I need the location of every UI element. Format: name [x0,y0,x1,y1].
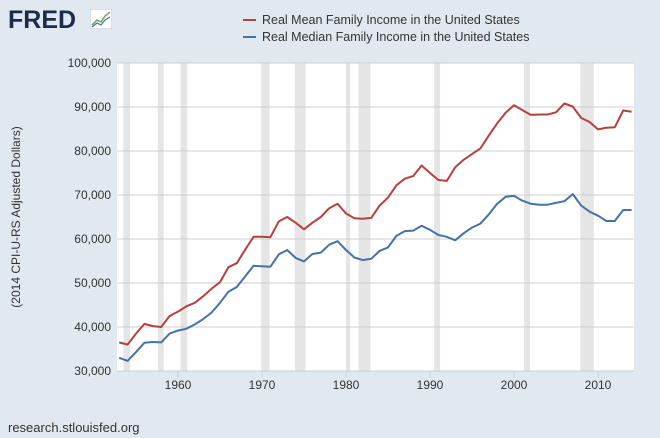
series-line-mean [118,102,632,346]
y-tick-label: 90,000 [74,100,111,114]
y-tick-label: 100,000 [68,56,112,70]
legend-swatch-mean [243,19,256,21]
fred-chart-icon [90,9,112,29]
source-url: research.stlouisfed.org [8,420,140,435]
y-tick-label: 30,000 [74,364,111,378]
legend-label-mean: Real Mean Family Income in the United St… [262,13,520,27]
x-tick-label: 2000 [501,378,528,392]
recession-band [358,63,371,371]
recession-band [123,63,131,371]
y-tick-label: 70,000 [74,188,111,202]
recession-band [580,63,594,371]
x-tick-label: 2010 [585,378,612,392]
recession-band [157,63,164,371]
y-tick-label: 60,000 [74,232,111,246]
legend-item-mean: Real Mean Family Income in the United St… [243,13,520,27]
recession-band [346,63,351,371]
x-tick-label: 1970 [249,378,276,392]
recession-band [434,63,441,371]
legend-swatch-median [243,36,256,38]
recession-band [524,63,530,371]
y-tick-label: 40,000 [74,320,111,334]
y-tick-label: 80,000 [74,144,111,158]
recession-band [261,63,270,371]
recession-band [294,63,306,371]
recession-band [180,63,188,371]
legend-item-median: Real Median Family Income in the United … [243,30,530,44]
legend-label-median: Real Median Family Income in the United … [262,30,530,44]
fred-logo: FRED [8,6,77,34]
x-tick-label: 1990 [417,378,444,392]
x-tick-label: 1960 [165,378,192,392]
x-tick-label: 1980 [333,378,360,392]
series-line-median [118,193,632,362]
y-axis-label: (2014 CPI-U-RS Adjusted Dollars) [9,126,23,307]
y-tick-label: 50,000 [74,276,111,290]
